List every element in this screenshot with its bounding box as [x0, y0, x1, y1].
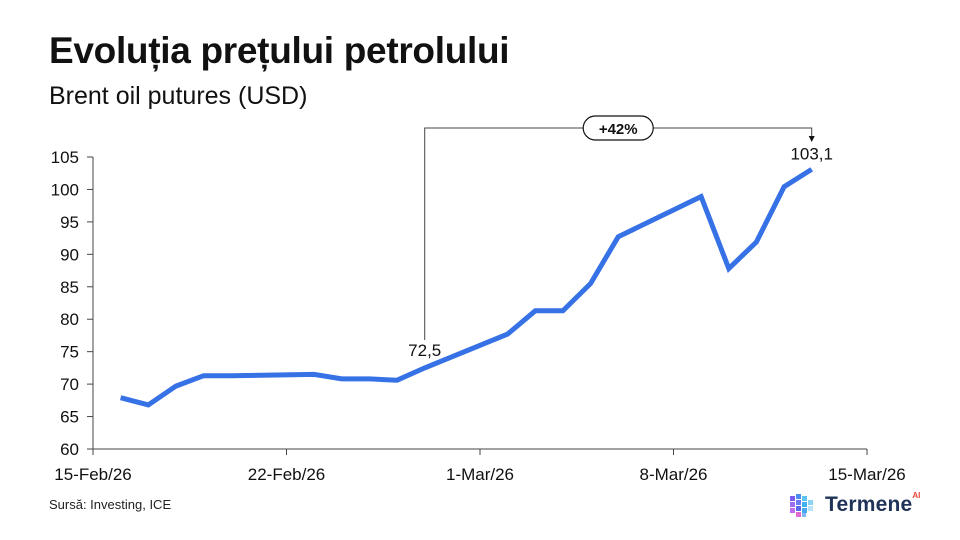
- y-tick-label: 90: [60, 245, 79, 264]
- end-value-label: 103,1: [790, 144, 833, 163]
- data-point: [312, 372, 317, 377]
- data-point: [754, 240, 759, 245]
- data-point: [616, 234, 621, 239]
- data-point: [726, 266, 731, 271]
- change-bracket: [424, 127, 813, 340]
- y-tick-label: 70: [60, 375, 79, 394]
- change-badge: [582, 115, 654, 141]
- data-point: [809, 167, 814, 172]
- y-tick-label: 105: [51, 148, 79, 167]
- source-note: Sursă: Investing, ICE: [49, 497, 172, 512]
- data-point: [367, 376, 372, 381]
- data-point: [173, 384, 178, 389]
- start-value-label: 72,5: [408, 341, 441, 360]
- x-tick-label: 22-Feb/26: [248, 465, 326, 484]
- y-tick-label: 95: [60, 213, 79, 232]
- data-point: [560, 308, 565, 313]
- y-tick-label: 80: [60, 310, 79, 329]
- brand-name: Termene: [825, 493, 913, 516]
- y-tick-label: 60: [60, 440, 79, 459]
- series-line: [119, 167, 814, 408]
- brand-superscript: AI: [912, 490, 921, 500]
- data-point: [229, 373, 234, 378]
- data-point: [118, 395, 123, 400]
- brand-logo: Termene AI: [788, 490, 921, 518]
- y-tick-label: 75: [60, 343, 79, 362]
- y-tick-label: 85: [60, 278, 79, 297]
- data-point: [422, 365, 427, 370]
- x-tick-label: 15-Feb/26: [54, 465, 132, 484]
- x-tick-label: 8-Mar/26: [639, 465, 707, 484]
- data-point: [201, 373, 206, 378]
- data-point: [395, 378, 400, 383]
- y-tick-label: 65: [60, 408, 79, 427]
- data-point: [339, 376, 344, 381]
- cube-logo-icon: [790, 494, 813, 517]
- x-tick-label: 15-Mar/26: [828, 465, 905, 484]
- data-point: [699, 194, 704, 199]
- x-tick-label: 1-Mar/26: [446, 465, 514, 484]
- data-point: [588, 281, 593, 286]
- change-arrowhead: [808, 136, 815, 142]
- chart-title: Evoluția prețului petrolului: [49, 30, 510, 71]
- data-point: [782, 184, 787, 189]
- change-label: +42%: [599, 121, 638, 138]
- data-point: [533, 308, 538, 313]
- y-tick-label: 100: [51, 180, 79, 199]
- data-point: [146, 402, 151, 407]
- data-point: [505, 332, 510, 337]
- chart-subtitle: Brent oil putures (USD): [49, 82, 308, 110]
